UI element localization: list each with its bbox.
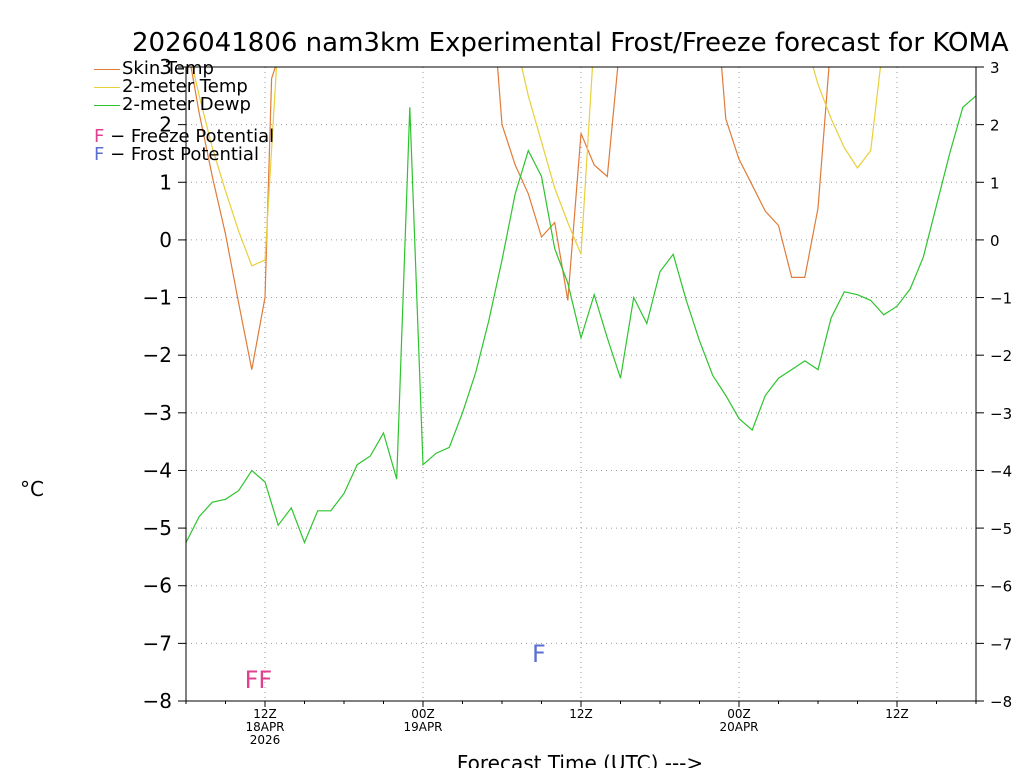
axis-ticks: −8 −8 −7 −7 −6 −6 −5 −5 −4 −4 −3 −3 −2 −2 −1 −1 0 0 1 1 2 2 3 3… (143, 55, 1013, 747)
series-2-meter-temp-c (812, 67, 882, 169)
y-tick-label-left: 2 (159, 113, 172, 137)
series-skin-temp-c (721, 67, 830, 278)
x-tick-label: 12Z (569, 707, 593, 721)
series-2-meter-temp-b (521, 67, 594, 255)
legend-label-2m-temp: 2-meter Temp (122, 76, 248, 97)
freeze-label: − Freeze Potential (104, 126, 275, 147)
y-tick-label-left: −2 (143, 343, 172, 367)
y-tick-label-right: −7 (990, 635, 1012, 653)
frost-letter: F (94, 144, 105, 165)
x-tick-label: 00Z (727, 707, 751, 721)
potential-markers: FFF (245, 640, 546, 694)
y-tick-label-right: 2 (990, 117, 1000, 135)
potential-marker: FF (245, 666, 273, 694)
y-tick-label-right: 1 (990, 174, 1000, 192)
series-2-meter-temp (191, 67, 278, 267)
y-tick-label-right: 0 (990, 232, 1000, 250)
x-tick-label: 12Z (885, 707, 909, 721)
y-tick-label-left: 1 (159, 170, 172, 194)
y-tick-label-left: −8 (143, 689, 172, 713)
frost-label: − Frost Potential (104, 144, 259, 165)
y-tick-label-left: −1 (143, 286, 172, 310)
freeze-letter: F (94, 126, 105, 147)
y-tick-label-left: 0 (159, 228, 172, 252)
y-tick-label-right: −8 (990, 693, 1012, 711)
y-tick-label-left: −5 (143, 516, 172, 540)
y-tick-label-right: −3 (990, 405, 1012, 423)
x-axis-label: Forecast Time (UTC) ---> (457, 751, 703, 768)
y-tick-label-left: −4 (143, 458, 172, 482)
series-skin-temp (190, 67, 276, 370)
plot-series (186, 67, 976, 545)
y-tick-label-right: −5 (990, 520, 1012, 538)
y-tick-label-left: −3 (143, 401, 172, 425)
legend-frost-potential: F − Frost Potential (94, 146, 259, 164)
legend-swatch-2m-temp (94, 87, 120, 88)
y-tick-label-left: 3 (159, 55, 172, 79)
x-tick-label: 12Z (253, 707, 277, 721)
x-tick-sublabel: 19APR (403, 720, 442, 734)
grid (186, 67, 976, 701)
legend-swatch-skin-temp (94, 69, 120, 70)
series-2-meter-dewp (186, 95, 976, 545)
chart-title: 2026041806 nam3km Experimental Frost/Fre… (132, 28, 1009, 58)
y-tick-label-right: −6 (990, 578, 1012, 596)
potential-marker: F (532, 640, 546, 668)
legend-label-skin-temp: Skin Temp (122, 58, 214, 79)
x-tick-sublabel2: 2026 (250, 733, 281, 747)
legend-label-2m-dewp: 2-meter Dewp (122, 94, 251, 115)
x-tick-sublabel: 20APR (719, 720, 758, 734)
y-tick-label-right: −2 (990, 347, 1012, 365)
y-tick-label-right: −1 (990, 290, 1012, 308)
series-skin-temp-b (496, 67, 619, 301)
y-tick-label-left: −7 (143, 631, 172, 655)
legend-swatch-2m-dewp (94, 105, 120, 106)
legend-freeze-potential: F − Freeze Potential (94, 128, 274, 146)
x-tick-sublabel: 18APR (245, 720, 284, 734)
y-tick-label-left: −6 (143, 574, 172, 598)
x-tick-label: 00Z (411, 707, 435, 721)
y-tick-label-right: −4 (990, 462, 1012, 480)
y-axis-label: °C (20, 477, 44, 501)
y-tick-label-right: 3 (990, 59, 1000, 77)
